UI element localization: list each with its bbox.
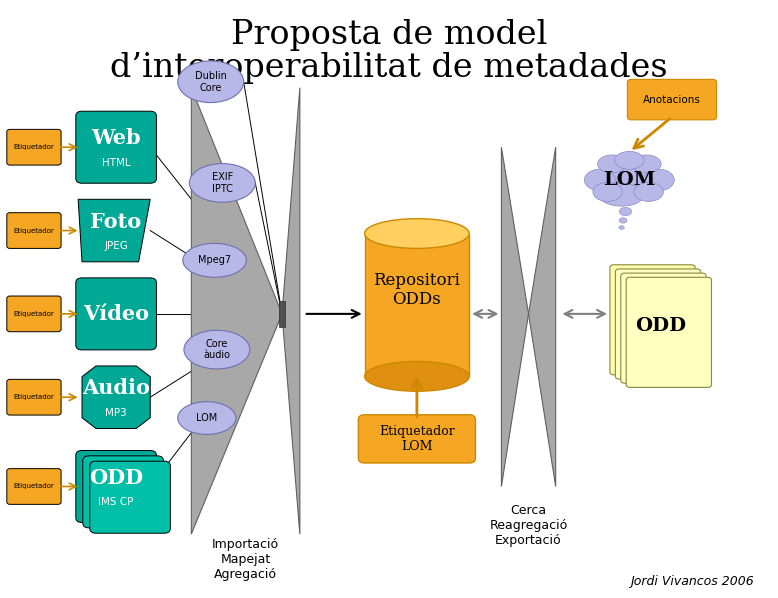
Text: Vídeo: Vídeo [83,304,149,324]
FancyBboxPatch shape [82,456,163,528]
Ellipse shape [177,61,244,103]
FancyBboxPatch shape [7,213,61,248]
Text: IMS CP: IMS CP [99,497,134,507]
Ellipse shape [632,155,661,173]
Polygon shape [528,147,555,487]
FancyBboxPatch shape [627,80,717,120]
Text: Etiquetador: Etiquetador [13,311,54,317]
Text: Anotacions: Anotacions [643,94,701,105]
Polygon shape [78,199,150,262]
Text: Audio: Audio [82,379,150,398]
Text: EXIF
IPTC: EXIF IPTC [212,172,233,194]
Ellipse shape [602,163,649,191]
Text: Repositori
ODDs: Repositori ODDs [373,271,461,309]
Ellipse shape [593,182,622,202]
Ellipse shape [183,243,247,277]
Ellipse shape [598,155,627,173]
Ellipse shape [184,330,250,369]
Polygon shape [365,234,469,376]
Text: Web: Web [91,129,141,148]
Text: MP3: MP3 [105,408,127,417]
Ellipse shape [189,164,255,202]
Ellipse shape [177,402,236,434]
FancyBboxPatch shape [89,461,170,533]
Text: Importació
Mapejat
Agregació: Importació Mapejat Agregació [212,538,279,581]
Ellipse shape [365,362,469,391]
Text: Etiquetador
LOM: Etiquetador LOM [379,425,455,453]
Text: Cerca
Reagregació
Exportació: Cerca Reagregació Exportació [489,504,568,547]
FancyBboxPatch shape [7,379,61,415]
Text: Proposta de model: Proposta de model [231,19,547,51]
Text: ODD: ODD [89,468,143,487]
Ellipse shape [615,151,644,169]
Text: Core
àudio: Core àudio [203,339,230,361]
Text: JPEG: JPEG [104,241,128,251]
Polygon shape [282,88,300,534]
Ellipse shape [619,226,624,230]
FancyBboxPatch shape [7,129,61,165]
Ellipse shape [643,169,675,191]
Text: Etiquetador: Etiquetador [13,228,54,234]
Text: Dublin
Core: Dublin Core [194,71,226,93]
FancyBboxPatch shape [626,277,712,388]
Text: HTML: HTML [102,158,131,167]
FancyBboxPatch shape [7,296,61,332]
FancyBboxPatch shape [75,450,156,523]
FancyBboxPatch shape [610,265,696,375]
FancyBboxPatch shape [615,269,701,379]
FancyBboxPatch shape [621,273,706,383]
Ellipse shape [619,218,627,223]
FancyBboxPatch shape [75,278,156,350]
FancyBboxPatch shape [75,111,156,183]
Polygon shape [82,366,150,428]
Text: Etiquetador: Etiquetador [13,484,54,490]
Text: Etiquetador: Etiquetador [13,144,54,150]
Polygon shape [191,88,282,534]
FancyBboxPatch shape [359,415,475,463]
Text: Mpeg7: Mpeg7 [198,255,231,266]
Polygon shape [501,147,528,487]
Text: Etiquetador: Etiquetador [13,394,54,400]
Text: Foto: Foto [90,212,142,231]
Text: LOM: LOM [196,413,217,423]
FancyBboxPatch shape [279,301,285,327]
Ellipse shape [584,169,615,191]
FancyBboxPatch shape [7,469,61,504]
Ellipse shape [634,182,664,202]
Ellipse shape [599,184,644,206]
Ellipse shape [619,208,632,216]
Text: LOM: LOM [603,171,656,189]
Text: Jordi Vivancos 2006: Jordi Vivancos 2006 [629,575,753,588]
Text: d’interoperabilitat de metadades: d’interoperabilitat de metadades [110,52,668,84]
Ellipse shape [365,219,469,248]
Text: ODD: ODD [635,317,686,335]
